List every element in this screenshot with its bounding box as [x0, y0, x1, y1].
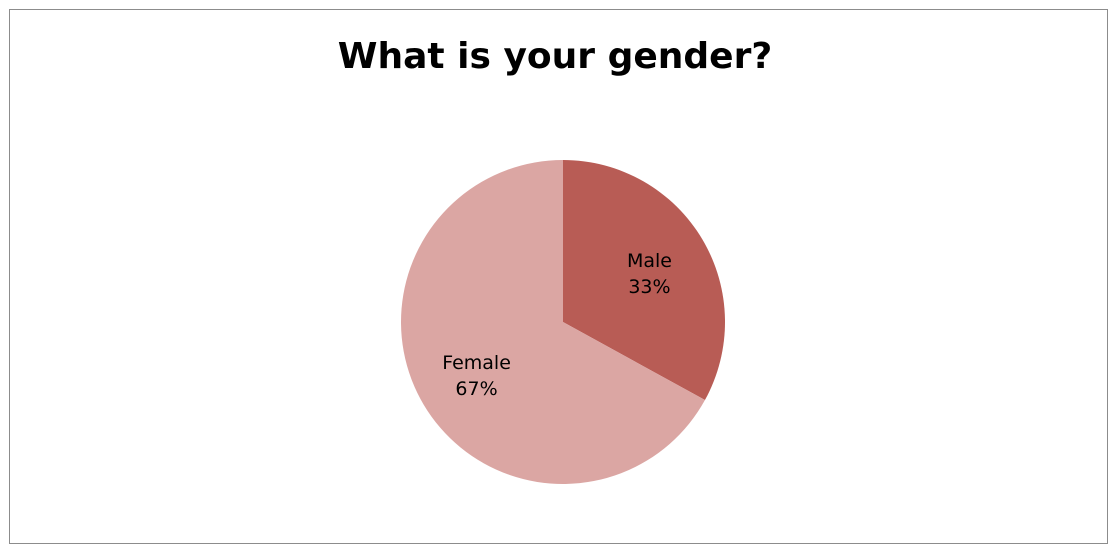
- pie-slices: [401, 160, 726, 485]
- slice-label-male: Male: [627, 250, 672, 272]
- slice-percent-female: 67%: [455, 378, 497, 400]
- pie-slice-male: [563, 160, 726, 401]
- pie-slice-female: [401, 160, 705, 485]
- pie-labels: Male 33% Female 67%: [442, 250, 672, 400]
- slice-label-female: Female: [442, 352, 511, 374]
- chart-title: What is your gender?: [337, 36, 773, 77]
- slice-percent-male: 33%: [628, 276, 670, 298]
